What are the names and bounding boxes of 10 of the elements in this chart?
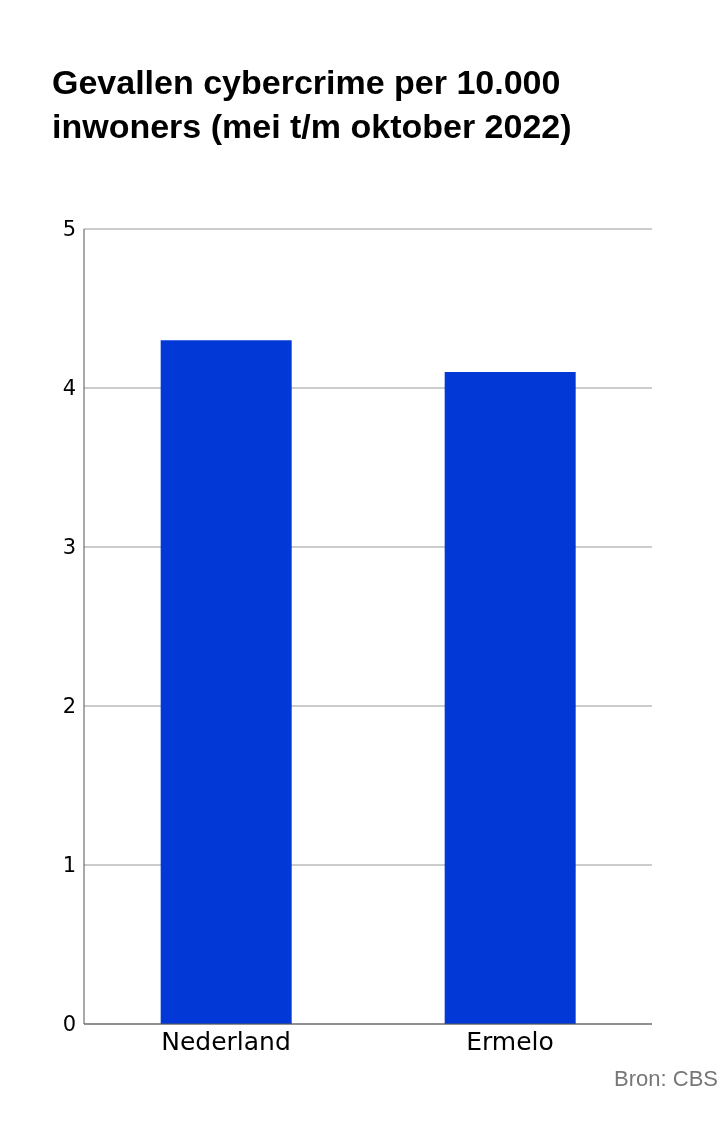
- y-tick-label: 4: [62, 376, 76, 401]
- x-tick-label: Nederland: [161, 1026, 291, 1056]
- y-tick-label: 5: [62, 217, 76, 242]
- y-tick-label: 2: [62, 694, 76, 719]
- y-tick-label: 3: [62, 535, 76, 560]
- text: Bron: CBS: [614, 1066, 718, 1092]
- y-tick-label: 1: [62, 853, 76, 878]
- x-tick-label: Ermelo: [466, 1026, 554, 1056]
- y-tick-label: 0: [62, 1012, 76, 1037]
- chart-title: Gevallen cybercrime per 10.000 inwoners (mei t/m oktober 2022): [52, 62, 573, 147]
